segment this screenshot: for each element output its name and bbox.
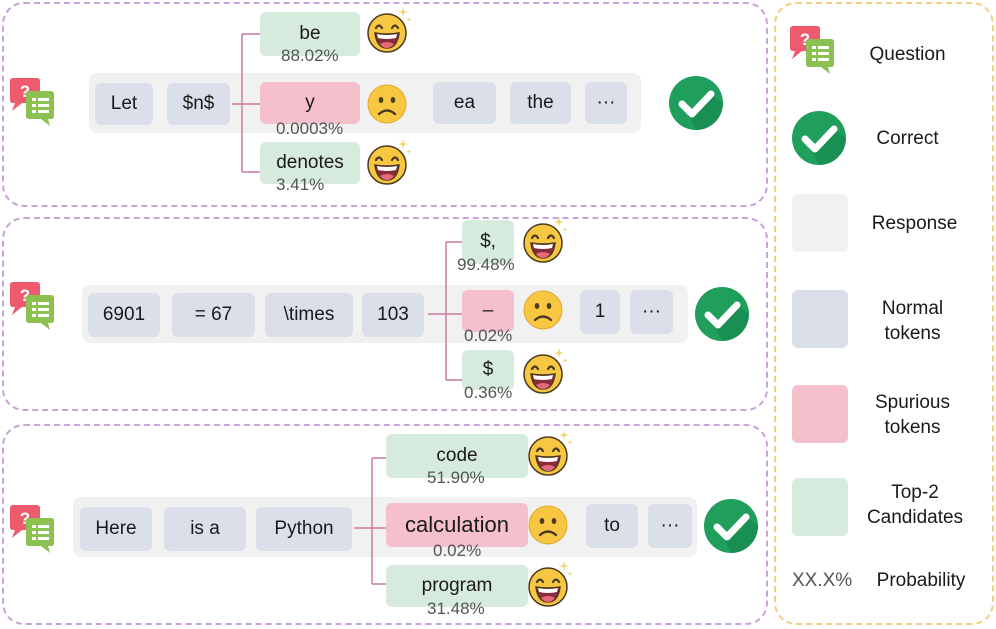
candidate-token-top2: program [386, 565, 528, 607]
legend-probability-symbol: XX.X% [792, 570, 853, 591]
normal-token: 6901 [88, 293, 160, 337]
candidate-token-spurious: y [260, 82, 360, 124]
example-panel-1 [2, 2, 768, 207]
candidate-probability: 0.36% [464, 383, 513, 402]
candidate-token-top2: $, [462, 220, 514, 264]
question-icon [790, 26, 834, 74]
normal-token: 103 [362, 293, 424, 337]
branch-bracket [428, 241, 464, 381]
normal-token: to [586, 504, 638, 548]
candidate-token-spurious: – [462, 290, 514, 332]
normal-token: is a [164, 507, 246, 551]
candidate-token-top2: be [260, 12, 360, 56]
branch-bracket [354, 457, 388, 585]
example-panel-3 [2, 424, 768, 625]
candidate-probability: 88.02% [281, 46, 339, 65]
normal-token: \times [265, 293, 353, 337]
example-panel-2 [2, 217, 768, 411]
grinning-face-icon [527, 559, 575, 608]
grinning-face-icon [522, 346, 570, 395]
candidate-probability: 99.48% [457, 255, 515, 274]
question-icon [10, 505, 54, 553]
normal-token: the [510, 82, 571, 124]
ellipsis-token: ··· [648, 504, 692, 548]
legend-swatch-spurious [792, 385, 848, 443]
normal-token: $n$ [167, 83, 230, 125]
question-icon [10, 78, 54, 126]
candidate-probability: 51.90% [427, 468, 485, 487]
legend-label-question: Question [869, 44, 946, 65]
correct-check-icon [695, 287, 749, 341]
candidate-token-spurious: calculation [386, 503, 528, 547]
candidate-token-top2: code [386, 434, 528, 478]
normal-token: ea [433, 82, 496, 124]
candidate-probability: 31.48% [427, 599, 485, 618]
legend-swatch-response [792, 194, 848, 252]
ellipsis-token: ··· [585, 82, 627, 124]
legend-label-spurious-line2: tokens [884, 417, 941, 438]
correct-check-icon [704, 499, 758, 553]
grinning-face-icon [366, 5, 414, 54]
question-icon [10, 282, 54, 330]
frowning-face-icon [366, 83, 408, 125]
legend-label-normal: Normal tokens [855, 296, 970, 346]
candidate-probability: 3.41% [276, 175, 325, 194]
frowning-face-icon [527, 504, 569, 546]
normal-token: Here [80, 507, 152, 551]
grinning-face-icon [522, 215, 570, 264]
correct-check-icon [669, 76, 723, 130]
legend-label-spurious-line1: Spurious [875, 392, 950, 413]
candidate-probability: 0.02% [433, 541, 482, 560]
correct-check-icon [792, 111, 846, 165]
legend-swatch-top2 [792, 478, 848, 536]
grinning-face-icon [527, 428, 575, 477]
normal-token: Let [95, 83, 153, 125]
normal-token: 1 [580, 290, 620, 334]
grinning-face-icon [366, 137, 414, 186]
legend-label-probability: Probability [876, 570, 966, 591]
legend-label-normal-line1: Normal [881, 298, 944, 319]
candidate-probability: 0.02% [464, 326, 513, 345]
legend-label-spurious: Spurious tokens [855, 390, 970, 440]
normal-token: Python [256, 507, 352, 551]
legend-label-normal-line2: tokens [884, 323, 941, 344]
candidate-token-top2: $ [462, 350, 514, 390]
legend-label-correct: Correct [876, 128, 939, 149]
frowning-face-icon [522, 289, 564, 331]
legend-label-top2-line2: Candidates [866, 507, 964, 528]
legend-label-top2-line1: Top-2 [891, 482, 939, 503]
legend-swatch-normal [792, 290, 848, 348]
legend-panel [774, 2, 994, 625]
legend-label-top2: Top-2 Candidates [855, 480, 975, 530]
normal-token: = 67 [172, 293, 255, 337]
branch-bracket [232, 33, 260, 173]
candidate-token-top2: denotes [260, 142, 360, 184]
candidate-probability: 0.0003% [276, 119, 344, 138]
legend-label-response: Response [871, 213, 958, 234]
ellipsis-token: ··· [630, 290, 673, 334]
